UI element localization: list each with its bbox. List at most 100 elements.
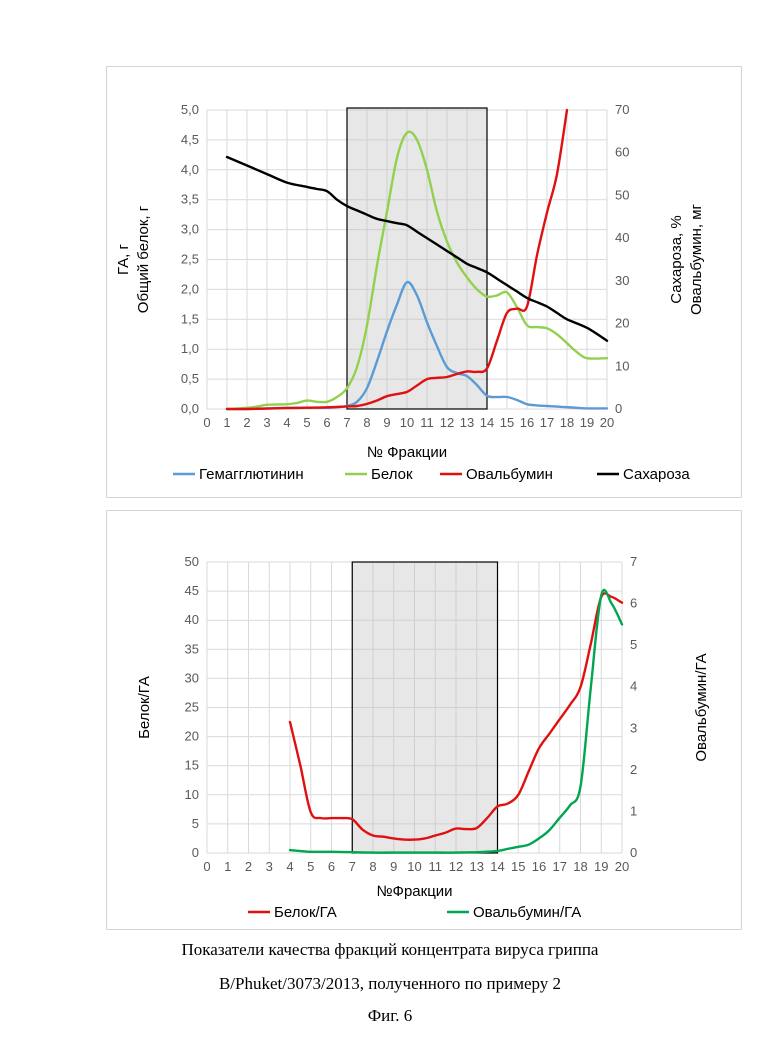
c1-y-right-tick-label: 50	[615, 187, 629, 202]
c2-y-right-tick-label: 3	[630, 720, 637, 735]
c2-y-right-tick-label: 5	[630, 637, 637, 652]
c1-y-right-tick-label: 0	[615, 401, 622, 416]
c2-x-axis-label: №Фракции	[376, 883, 452, 900]
c1-x-tick-label: 8	[363, 415, 370, 430]
c1-y-left-tick-label: 3,5	[181, 192, 199, 207]
c1-y-left-tick-label: 3,0	[181, 222, 199, 237]
c2-y-right-tick-label: 1	[630, 803, 637, 818]
c1-x-tick-label: 7	[343, 415, 350, 430]
c2-y-left-tick-label: 25	[185, 700, 199, 715]
c1-y-left-tick-label: 1,5	[181, 311, 199, 326]
c2-x-tick-label: 3	[266, 859, 273, 874]
c2-x-tick-label: 1	[224, 859, 231, 874]
c2-legend-label-1: Белок/ГА	[274, 904, 337, 921]
c1-y-left-axis-label-1: ГА, г	[115, 244, 132, 275]
c2-x-tick-label: 11	[429, 859, 443, 874]
c2-y-right-tick-label: 0	[630, 845, 637, 860]
c1-y-left-tick-label: 2,5	[181, 252, 199, 267]
c2-x-tick-label: 14	[490, 859, 504, 874]
c1-x-tick-label: 17	[540, 415, 554, 430]
c1-y-right-tick-label: 20	[615, 316, 629, 331]
c2-y-left-tick-label: 0	[192, 845, 199, 860]
c1-x-tick-label: 11	[420, 415, 434, 430]
c1-x-tick-label: 2	[243, 415, 250, 430]
c1-y-right-tick-label: 70	[615, 102, 629, 117]
c1-x-tick-label: 13	[460, 415, 474, 430]
c1-y-left-tick-label: 4,0	[181, 162, 199, 177]
chart-1-panel: 012345678910111213141516171819200,00,51,…	[106, 66, 742, 498]
c2-y-right-tick-label: 7	[630, 554, 637, 569]
c2-x-tick-label: 5	[307, 859, 314, 874]
c2-y-left-tick-label: 20	[185, 729, 199, 744]
c2-y-left-tick-label: 45	[185, 583, 199, 598]
c2-x-tick-label: 17	[553, 859, 567, 874]
c1-x-tick-label: 16	[520, 415, 534, 430]
c2-y-left-tick-label: 35	[185, 641, 199, 656]
c1-y-left-tick-label: 0,0	[181, 401, 199, 416]
c1-y-left-axis-label-2: Общий белок, г	[135, 205, 152, 313]
c1-y-right-tick-label: 30	[615, 273, 629, 288]
chart-2-panel: 0123456789101112131415161718192005101520…	[106, 510, 742, 930]
figure-caption-line-1: Показатели качества фракций концентрата …	[0, 940, 780, 960]
c2-x-tick-label: 8	[369, 859, 376, 874]
c1-y-right-tick-label: 60	[615, 145, 629, 160]
c2-shaded-region	[352, 562, 497, 853]
c2-y-left-axis-label-1: Белок/ГА	[136, 676, 153, 739]
c1-x-tick-label: 12	[440, 415, 454, 430]
c1-x-tick-label: 5	[303, 415, 310, 430]
chart-2: 0123456789101112131415161718192005101520…	[107, 511, 741, 929]
c2-y-right-tick-label: 4	[630, 679, 637, 694]
c1-y-right-axis-label-2: Овальбумин, мг	[688, 203, 705, 315]
c1-x-tick-label: 10	[400, 415, 414, 430]
c1-x-tick-label: 4	[283, 415, 290, 430]
c1-y-right-axis-label-1: Сахароза, %	[668, 215, 685, 303]
c1-x-tick-label: 6	[323, 415, 330, 430]
c2-x-tick-label: 4	[286, 859, 293, 874]
c1-x-tick-label: 18	[560, 415, 574, 430]
c2-x-tick-label: 6	[328, 859, 335, 874]
c2-x-tick-label: 7	[349, 859, 356, 874]
c2-x-tick-label: 0	[203, 859, 210, 874]
c1-x-tick-label: 15	[500, 415, 514, 430]
c1-x-tick-label: 3	[263, 415, 270, 430]
c1-legend-label-2: Белок	[371, 466, 413, 483]
c2-x-tick-label: 18	[573, 859, 587, 874]
c1-x-tick-label: 20	[600, 415, 614, 430]
c1-x-tick-label: 14	[480, 415, 494, 430]
c1-legend-label-3: Овальбумин	[466, 466, 553, 483]
c2-y-right-tick-label: 6	[630, 596, 637, 611]
c2-x-tick-label: 9	[390, 859, 397, 874]
c1-x-tick-label: 19	[580, 415, 594, 430]
c2-y-left-tick-label: 40	[185, 612, 199, 627]
c2-x-tick-label: 10	[407, 859, 421, 874]
c1-y-left-tick-label: 2,0	[181, 281, 199, 296]
c2-y-right-tick-label: 2	[630, 762, 637, 777]
c1-x-axis-label: № Фракции	[367, 444, 447, 461]
c1-shaded-region	[347, 108, 487, 409]
chart-1: 012345678910111213141516171819200,00,51,…	[107, 67, 741, 497]
c2-y-right-axis-label-1: Овальбумин/ГА	[693, 653, 710, 761]
c2-x-tick-label: 19	[594, 859, 608, 874]
c1-x-tick-label: 1	[223, 415, 230, 430]
c1-y-right-tick-label: 40	[615, 230, 629, 245]
c2-y-left-tick-label: 30	[185, 670, 199, 685]
c2-x-tick-label: 2	[245, 859, 252, 874]
c1-x-tick-label: 0	[203, 415, 210, 430]
c2-y-left-tick-label: 10	[185, 787, 199, 802]
c2-x-tick-label: 12	[449, 859, 463, 874]
c1-y-left-tick-label: 4,5	[181, 132, 199, 147]
figure-caption-line-2: B/Phuket/3073/2013, полученного по приме…	[0, 974, 780, 994]
c1-legend-label-1: Гемагглютинин	[199, 466, 304, 483]
figure-number: Фиг. 6	[0, 1006, 780, 1026]
c2-x-tick-label: 13	[470, 859, 484, 874]
c2-x-tick-label: 16	[532, 859, 546, 874]
c1-y-right-tick-label: 10	[615, 358, 629, 373]
c1-y-left-tick-label: 0,5	[181, 371, 199, 386]
c1-y-left-tick-label: 1,0	[181, 341, 199, 356]
c1-y-left-tick-label: 5,0	[181, 102, 199, 117]
c2-y-left-tick-label: 50	[185, 554, 199, 569]
c2-y-left-tick-label: 5	[192, 816, 199, 831]
c2-legend-label-2: Овальбумин/ГА	[473, 904, 581, 921]
c2-y-left-tick-label: 15	[185, 758, 199, 773]
c1-x-tick-label: 9	[383, 415, 390, 430]
